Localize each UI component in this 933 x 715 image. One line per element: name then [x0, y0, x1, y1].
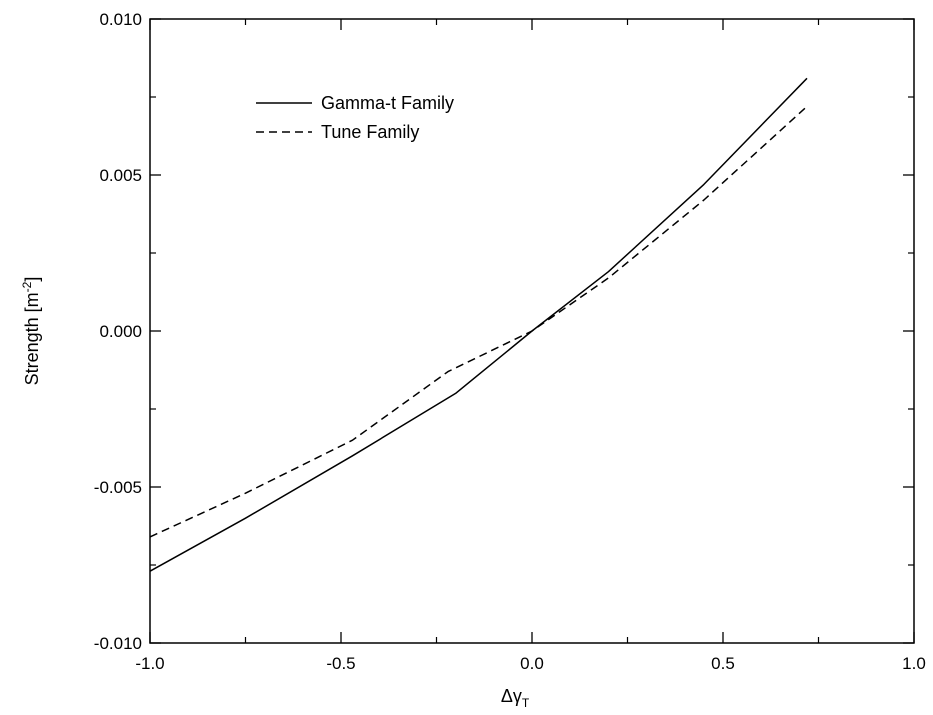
x-tick-label: 1.0	[902, 654, 926, 673]
series-line-gamma-t	[149, 77, 808, 572]
legend-label-gamma-t: Gamma-t Family	[321, 93, 454, 113]
y-tick-label: 0.010	[99, 10, 142, 29]
x-axis-title-main: Δγ	[501, 686, 522, 706]
y-tick-label: -0.005	[94, 478, 142, 497]
y-tick-label: -0.010	[94, 634, 142, 653]
y-axis-title-main: Strength [m	[22, 292, 42, 385]
legend-label-tune: Tune Family	[321, 122, 419, 142]
series-layer	[149, 77, 808, 572]
x-tick-label: -1.0	[135, 654, 164, 673]
x-tick-label: -0.5	[326, 654, 355, 673]
y-tick-label: 0.000	[99, 322, 142, 341]
tick-labels: -1.0 -0.5 0.0 0.5 1.0 -0.010 -0.005 0.000 0.005 0…	[94, 10, 926, 673]
x-axis-title-sub: T	[522, 696, 530, 710]
y-axis-title: Strength [m-2]	[20, 277, 42, 386]
y-tick-label: 0.005	[99, 166, 142, 185]
x-axis-title: ΔγT	[501, 686, 530, 710]
legend: Gamma-t Family Tune Family	[256, 93, 454, 142]
x-tick-label: 0.0	[520, 654, 544, 673]
x-tick-label: 0.5	[711, 654, 735, 673]
axis-ticks	[149, 18, 915, 644]
y-axis-title-sup: -2	[20, 281, 34, 292]
y-axis-title-close: ]	[22, 277, 42, 282]
series-line-tune	[149, 105, 808, 538]
